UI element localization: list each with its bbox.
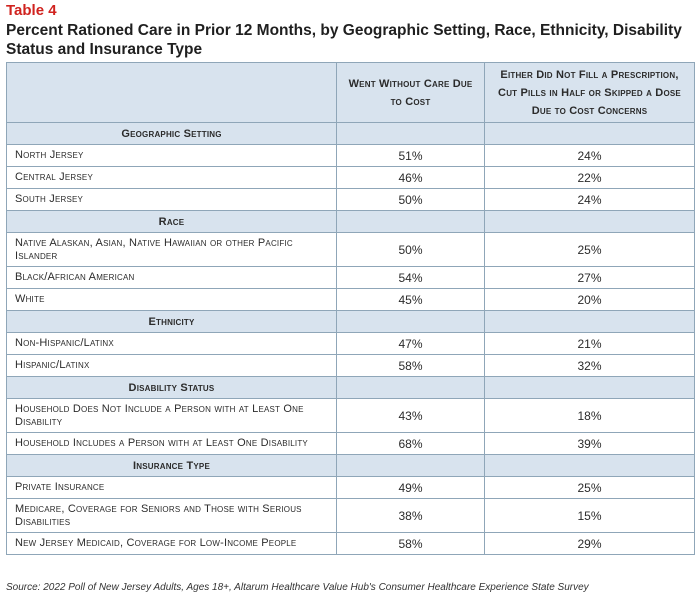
row-label: South Jersey [6, 188, 337, 211]
value-prescription: 39% [484, 432, 695, 455]
value-went-without-care: 58% [336, 532, 485, 555]
value-prescription: 20% [484, 288, 695, 311]
value-prescription: 22% [484, 166, 695, 189]
value-prescription: 24% [484, 144, 695, 167]
header-blank-cell [6, 62, 337, 123]
rationed-care-table: Went Without Care Due to Cost Either Did… [6, 62, 695, 555]
value-went-without-care: 43% [336, 398, 485, 433]
source-note: Source: 2022 Poll of New Jersey Adults, … [6, 582, 589, 593]
section-heading-race: Race [6, 210, 337, 233]
section-header-row: Race [6, 210, 695, 233]
section-header-row: Insurance Type [6, 454, 695, 477]
value-went-without-care: 47% [336, 332, 485, 355]
section-heading-insurance: Insurance Type [6, 454, 337, 477]
value-went-without-care: 38% [336, 498, 485, 533]
row-label: White [6, 288, 337, 311]
value-went-without-care: 68% [336, 432, 485, 455]
value-went-without-care: 46% [336, 166, 485, 189]
table-row: South Jersey 50% 24% [6, 188, 695, 211]
table-number-label: Table 4 [6, 2, 57, 19]
table-row: Non-Hispanic/Latinx 47% 21% [6, 332, 695, 355]
value-prescription: 21% [484, 332, 695, 355]
value-prescription: 29% [484, 532, 695, 555]
row-label: Hispanic/Latinx [6, 354, 337, 377]
value-went-without-care: 50% [336, 188, 485, 211]
section-heading-geographic: Geographic Setting [6, 122, 337, 145]
value-prescription: 32% [484, 354, 695, 377]
section-header-row: Disability Status [6, 376, 695, 399]
table-title: Percent Rationed Care in Prior 12 Months… [6, 22, 682, 58]
section-header-row: Ethnicity [6, 310, 695, 333]
value-prescription: 15% [484, 498, 695, 533]
table-row: Household Includes a Person with at Leas… [6, 432, 695, 455]
value-prescription: 18% [484, 398, 695, 433]
value-went-without-care: 58% [336, 354, 485, 377]
header-row: Went Without Care Due to Cost Either Did… [6, 62, 695, 123]
column-header-went-without-care: Went Without Care Due to Cost [336, 62, 485, 123]
value-went-without-care: 49% [336, 476, 485, 499]
table-row: North Jersey 51% 24% [6, 144, 695, 167]
row-label: Central Jersey [6, 166, 337, 189]
value-went-without-care: 51% [336, 144, 485, 167]
row-label: North Jersey [6, 144, 337, 167]
table-row: Medicare, Coverage for Seniors and Those… [6, 498, 695, 533]
section-header-row: Geographic Setting [6, 122, 695, 145]
row-label: Household Does Not Include a Person with… [6, 398, 337, 433]
row-label: Non-Hispanic/Latinx [6, 332, 337, 355]
row-label: Private Insurance [6, 476, 337, 499]
row-label: Medicare, Coverage for Seniors and Those… [6, 498, 337, 533]
row-label: New Jersey Medicaid, Coverage for Low-In… [6, 532, 337, 555]
value-prescription: 25% [484, 476, 695, 499]
table-row: White 45% 20% [6, 288, 695, 311]
table-row: Private Insurance 49% 25% [6, 476, 695, 499]
table-row: Household Does Not Include a Person with… [6, 398, 695, 433]
table-row: Black/African American 54% 27% [6, 266, 695, 289]
section-heading-disability: Disability Status [6, 376, 337, 399]
row-label: Black/African American [6, 266, 337, 289]
row-label: Household Includes a Person with at Leas… [6, 432, 337, 455]
value-went-without-care: 54% [336, 266, 485, 289]
table-row: Native Alaskan, Asian, Native Hawaiian o… [6, 232, 695, 267]
table-row: New Jersey Medicaid, Coverage for Low-In… [6, 532, 695, 555]
value-prescription: 25% [484, 232, 695, 267]
section-heading-ethnicity: Ethnicity [6, 310, 337, 333]
table-row: Hispanic/Latinx 58% 32% [6, 354, 695, 377]
column-header-prescription-skipped: Either Did Not Fill a Prescription, Cut … [484, 62, 695, 123]
value-went-without-care: 45% [336, 288, 485, 311]
value-went-without-care: 50% [336, 232, 485, 267]
row-label: Native Alaskan, Asian, Native Hawaiian o… [6, 232, 337, 267]
value-prescription: 27% [484, 266, 695, 289]
value-prescription: 24% [484, 188, 695, 211]
table-row: Central Jersey 46% 22% [6, 166, 695, 189]
